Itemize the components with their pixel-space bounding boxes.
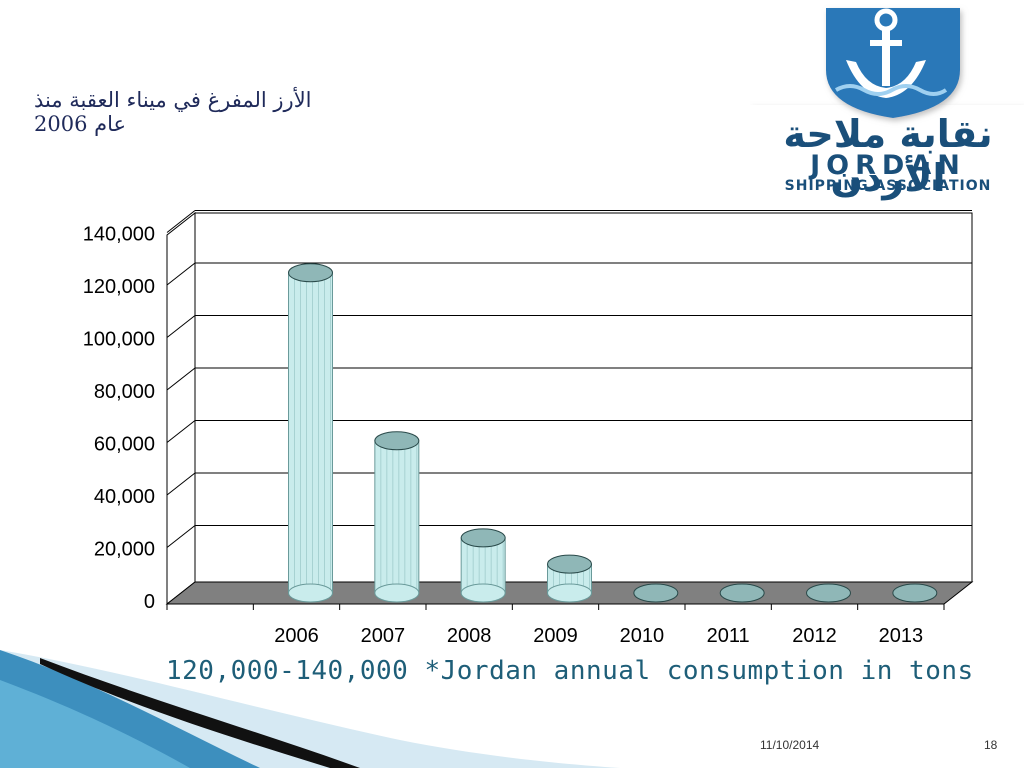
bar-top <box>460 528 506 548</box>
bar <box>288 263 333 603</box>
bar-top <box>633 583 679 603</box>
y-tick-label: 80,000 <box>94 381 155 403</box>
bar-base <box>460 583 506 603</box>
bar <box>374 431 420 603</box>
bar-body <box>374 440 420 594</box>
bar-top <box>547 554 592 574</box>
y-tick-label: 0 <box>144 591 155 613</box>
gridline-side <box>166 525 196 548</box>
bar-base <box>288 583 333 603</box>
footer-date: 11/10/2014 <box>760 738 820 752</box>
y-tick-label: 20,000 <box>94 539 155 561</box>
decorative-wave <box>0 650 620 768</box>
bar <box>460 528 506 603</box>
bar-base <box>547 583 592 603</box>
bar-top <box>892 583 938 603</box>
gridline-side <box>166 315 196 338</box>
bar <box>547 554 592 603</box>
y-tick-label: 140,000 <box>83 224 155 246</box>
gridline-side <box>166 210 196 233</box>
bar-body <box>288 272 333 594</box>
gridline-side <box>166 420 196 443</box>
consumption-caption: 120,000-140,000 *Jordan annual consumpti… <box>166 656 974 686</box>
y-tick-label: 60,000 <box>94 434 155 456</box>
y-tick-label: 100,000 <box>83 329 155 351</box>
x-tick-label: 2010 <box>620 625 665 647</box>
jordan-shipping-association-logo <box>750 0 1024 205</box>
x-tick-label: 2009 <box>533 625 578 647</box>
bar <box>892 583 938 603</box>
bar-top <box>374 431 420 451</box>
gridline-side <box>166 472 196 496</box>
logo-english-name: JORDAN <box>810 150 966 181</box>
bar-top <box>288 263 333 283</box>
y-tick-label: 120,000 <box>83 276 155 298</box>
slide-title: الأرز المفرغ في ميناء العقبة منذ عام 200… <box>34 88 312 136</box>
x-tick-label: 2008 <box>447 625 492 647</box>
bar-top <box>806 583 851 603</box>
x-tick-label: 2006 <box>274 625 319 647</box>
logo-arabic-name: نقابة ملاحة الأردن <box>783 112 993 200</box>
y-tick-label: 40,000 <box>94 486 155 508</box>
logo-english-subtitle: SHIPPING ASSOCIATION <box>784 178 992 194</box>
x-tick-label: 2013 <box>879 625 924 647</box>
bar <box>633 583 679 603</box>
gridline-side <box>166 367 196 391</box>
bar <box>806 583 851 603</box>
x-tick-label: 2007 <box>361 625 406 647</box>
x-tick-label: 2011 <box>707 625 750 647</box>
bar <box>719 583 765 603</box>
chart-side-wall <box>166 211 196 606</box>
bar-base <box>374 583 420 603</box>
footer-page-number: 18 <box>984 738 998 752</box>
gridline-side <box>166 262 196 286</box>
bar-top <box>719 583 765 603</box>
x-tick-label: 2012 <box>792 625 837 647</box>
rice-unloaded-bar-chart: 0 20,000 40,000 60,000 80,000 100,000 120,000 1… <box>83 210 974 647</box>
